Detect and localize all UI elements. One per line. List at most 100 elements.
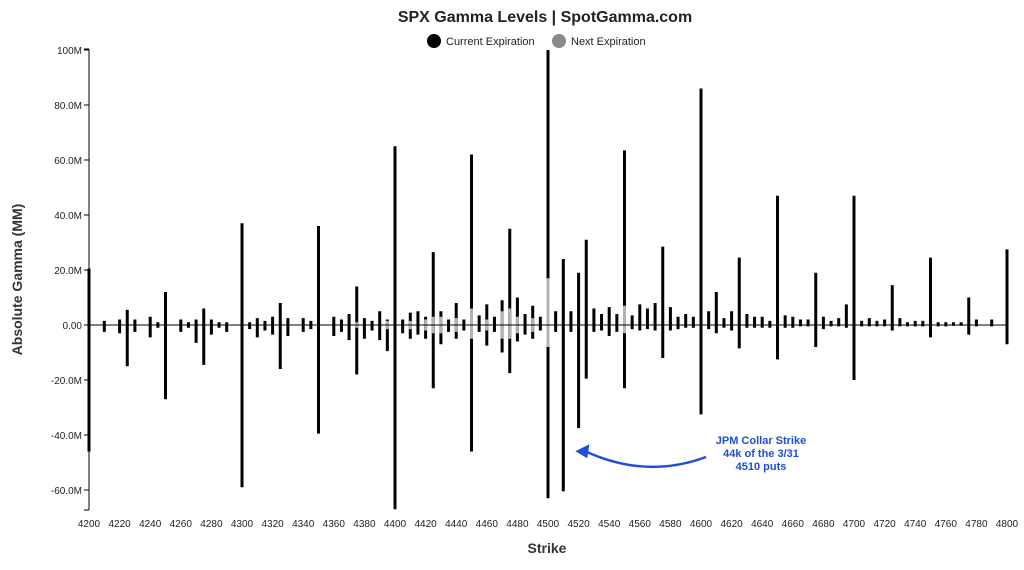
- x-tick-label: 4440: [445, 519, 468, 530]
- legend-swatch-current: [427, 34, 441, 48]
- gamma-bar: [546, 50, 550, 499]
- gamma-bar: [929, 257, 932, 338]
- gamma-bar: [883, 319, 887, 327]
- gamma-bar: [378, 311, 382, 341]
- annotation-jpm: JPM Collar Strike 44k of the 3/31 4510 p…: [575, 435, 806, 473]
- gamma-bar: [691, 316, 695, 328]
- gamma-bar: [263, 320, 267, 331]
- gamma-bar: [714, 292, 718, 334]
- x-tick-label: 4720: [873, 519, 896, 530]
- x-tick-label: 4800: [996, 519, 1019, 530]
- gamma-bar: [630, 315, 634, 330]
- x-tick-label: 4480: [506, 519, 529, 530]
- gamma-bar: [745, 314, 749, 328]
- gamma-bar: [492, 316, 496, 332]
- gamma-bar: [898, 318, 902, 327]
- annotation-line-1: JPM Collar Strike: [716, 435, 806, 447]
- legend-label-next: Next Expiration: [571, 36, 646, 48]
- x-tick-label: 4320: [261, 519, 284, 530]
- x-tick-label: 4240: [139, 519, 162, 530]
- gamma-bar: [133, 319, 137, 332]
- gamma-bar: [768, 320, 772, 328]
- gamma-bar: [118, 319, 122, 334]
- gamma-bar: [102, 320, 106, 332]
- gamma-bar: [737, 257, 741, 349]
- gamma-bar: [798, 319, 802, 327]
- annotation-line-3: 4510 puts: [736, 461, 787, 473]
- gamma-bar: [791, 316, 795, 328]
- gamma-bar: [814, 272, 818, 347]
- gamma-bar: [623, 150, 626, 389]
- gamma-bar: [699, 88, 703, 415]
- gamma-bar: [362, 318, 366, 339]
- gamma-bar: [477, 315, 481, 332]
- x-tick-label: 4760: [935, 519, 958, 530]
- gamma-bar: [370, 320, 374, 331]
- x-tick-label: 4420: [414, 519, 437, 530]
- y-tick-label: 0.00: [63, 321, 83, 332]
- x-tick-label: 4640: [751, 519, 774, 530]
- x-tick-label: 4700: [843, 519, 866, 530]
- gamma-bar: [202, 308, 206, 365]
- x-tick-label: 4600: [690, 519, 713, 530]
- x-tick-label: 4220: [108, 519, 131, 530]
- y-tick-label: -40.0M: [51, 431, 82, 442]
- y-axis-ticks: -60.0M -40.0M -20.0M 0.00 20.0M 40.0M 60.0M 80.…: [51, 46, 89, 511]
- gamma-bar: [676, 316, 680, 330]
- gamma-bar: [860, 320, 864, 327]
- gamma-bar: [248, 322, 252, 330]
- gamma-bar: [561, 259, 565, 492]
- gamma-bar: [967, 297, 971, 335]
- y-tick-label: 20.0M: [54, 266, 82, 277]
- gamma-bar: [347, 314, 351, 341]
- gamma-bar: [821, 316, 825, 330]
- gamma-bar: [271, 316, 275, 335]
- gamma-bar: [179, 319, 183, 332]
- gamma-bar: [584, 239, 588, 379]
- gamma-bar: [730, 311, 734, 331]
- gamma-bar: [638, 304, 642, 331]
- gamma-bar: [447, 319, 451, 332]
- gamma-bar: [332, 316, 336, 336]
- gamma-bar: [401, 319, 405, 334]
- x-tick-label: 4580: [659, 519, 682, 530]
- gamma-bar: [653, 303, 657, 331]
- y-tick-label: 100M: [57, 46, 82, 57]
- x-tick-label: 4360: [323, 519, 346, 530]
- x-tick-label: 4540: [598, 519, 621, 530]
- gamma-bar: [829, 320, 833, 327]
- gamma-bar: [990, 319, 994, 327]
- gamma-bar: [615, 314, 619, 332]
- gamma-bar: [317, 226, 320, 434]
- gamma-bar: [844, 304, 848, 328]
- gamma-bar: [209, 319, 213, 335]
- x-tick-label: 4680: [812, 519, 835, 530]
- x-tick-label: 4520: [567, 519, 590, 530]
- gamma-bar: [944, 322, 948, 327]
- gamma-bar: [577, 272, 581, 429]
- gamma-bar: [875, 320, 879, 327]
- gamma-bar: [385, 319, 389, 352]
- x-axis-label: Strike: [528, 540, 567, 556]
- gamma-bar: [623, 305, 626, 334]
- x-tick-label: 4500: [537, 519, 560, 530]
- legend-label-current: Current Expiration: [446, 36, 535, 48]
- gamma-bar: [164, 292, 167, 400]
- gamma-bar: [508, 228, 512, 374]
- gamma-bar: [852, 195, 856, 380]
- gamma-bar: [607, 307, 611, 336]
- gamma-bar: [508, 308, 512, 339]
- gamma-bar: [125, 309, 129, 367]
- x-tick-label: 4740: [904, 519, 927, 530]
- gamma-bar: [783, 315, 787, 328]
- x-tick-label: 4400: [384, 519, 407, 530]
- x-tick-label: 4780: [965, 519, 988, 530]
- gamma-bar: [890, 285, 894, 331]
- gamma-bar: [194, 319, 198, 343]
- gamma-bar: [470, 308, 473, 339]
- gamma-bar: [974, 319, 978, 327]
- gamma-bar: [554, 311, 558, 332]
- gamma-bar: [416, 311, 420, 335]
- gamma-bar: [913, 320, 917, 327]
